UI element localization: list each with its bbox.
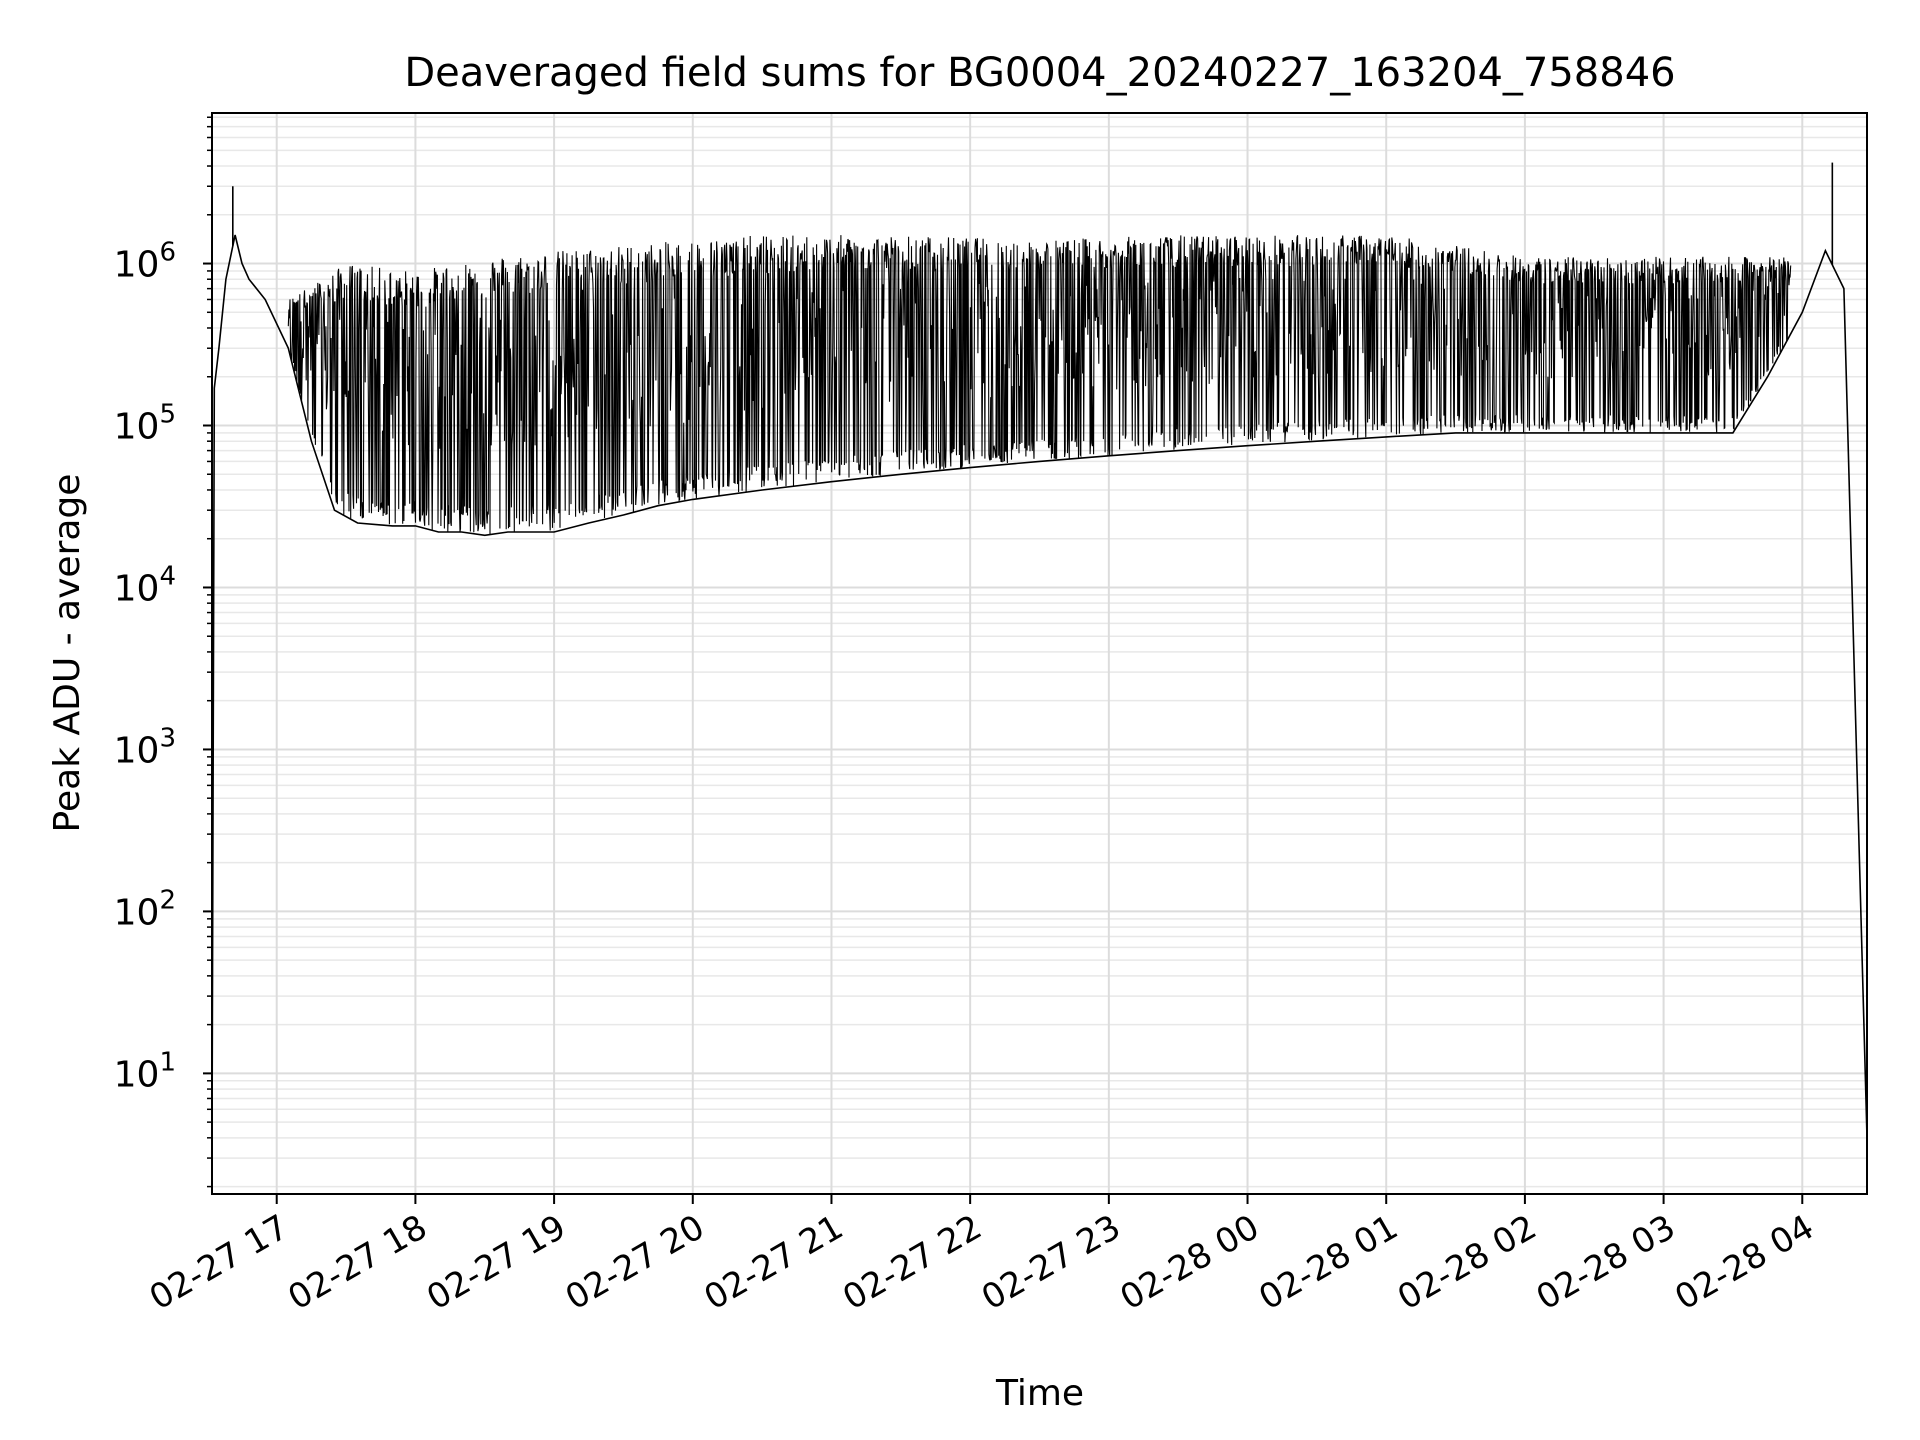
grid <box>212 113 1867 1194</box>
y-tick-label: 106 <box>114 238 176 286</box>
series-oscillation <box>287 235 1792 535</box>
y-tick-label: 104 <box>114 561 176 609</box>
y-tick-label: 101 <box>114 1047 176 1095</box>
series-line <box>211 234 1868 1148</box>
y-axis-label: Peak ADU - average <box>47 474 88 833</box>
plot-frame <box>211 112 1868 1195</box>
y-tick-label: 103 <box>114 723 176 771</box>
plot-area <box>211 162 1868 1148</box>
y-tick-label: 105 <box>114 400 176 448</box>
chart-title: Deaveraged field sums for BG0004_2024022… <box>404 50 1675 96</box>
x-axis-label: Time <box>995 1373 1084 1414</box>
y-tick-label: 102 <box>114 885 176 933</box>
